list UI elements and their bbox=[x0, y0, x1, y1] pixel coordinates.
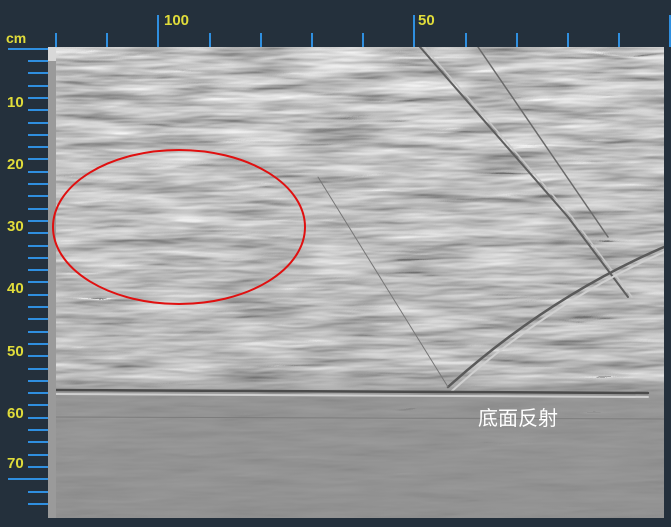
h-tick bbox=[55, 33, 57, 47]
v-tick bbox=[28, 84, 48, 87]
v-tick bbox=[28, 60, 48, 62]
v-tick bbox=[28, 342, 48, 345]
h-tick bbox=[362, 33, 365, 47]
h-axis-label-100: 100 bbox=[164, 12, 190, 29]
h-tick bbox=[259, 33, 262, 47]
highlight-ellipse bbox=[52, 149, 306, 305]
h-tick bbox=[464, 33, 467, 47]
v-tick bbox=[28, 465, 48, 468]
v-tick bbox=[28, 183, 48, 185]
v-tick bbox=[28, 96, 48, 99]
v-tick bbox=[28, 306, 48, 308]
v-tick bbox=[28, 146, 48, 149]
v-tick bbox=[28, 244, 48, 247]
v-tick bbox=[28, 502, 48, 505]
v-tick bbox=[28, 416, 48, 419]
bottom-reflection-caption: 底面反射 bbox=[478, 406, 558, 430]
unit-label: cm bbox=[6, 30, 27, 46]
reflection-lines bbox=[54, 47, 664, 420]
v-tick bbox=[28, 195, 48, 198]
v-tick bbox=[28, 330, 48, 333]
radar-scan-image[interactable] bbox=[48, 47, 664, 518]
v-tick bbox=[8, 48, 48, 50]
v-tick bbox=[28, 121, 48, 124]
h-tick bbox=[669, 15, 671, 47]
v-tick bbox=[8, 478, 48, 481]
v-axis-label: 40 bbox=[7, 280, 24, 297]
v-tick bbox=[28, 379, 48, 382]
v-tick bbox=[28, 392, 48, 395]
v-tick bbox=[28, 72, 48, 75]
left-edge-strip bbox=[48, 47, 56, 518]
v-tick bbox=[28, 490, 48, 493]
h-tick bbox=[311, 33, 313, 47]
v-axis-label: 20 bbox=[7, 156, 24, 173]
v-tick bbox=[28, 219, 48, 222]
v-tick bbox=[28, 256, 48, 259]
v-axis-label: 60 bbox=[7, 405, 24, 422]
v-tick bbox=[28, 269, 48, 272]
v-tick bbox=[28, 355, 48, 358]
v-tick bbox=[28, 232, 48, 235]
v-tick bbox=[28, 133, 48, 136]
v-tick bbox=[28, 429, 48, 431]
v-tick bbox=[28, 281, 48, 284]
v-tick bbox=[28, 367, 48, 370]
v-tick bbox=[28, 207, 48, 210]
h-tick bbox=[567, 33, 569, 47]
v-tick bbox=[28, 158, 48, 161]
h-tick bbox=[208, 33, 211, 47]
h-tick bbox=[413, 15, 416, 47]
h-axis-label-50: 50 bbox=[418, 12, 435, 29]
v-tick bbox=[28, 170, 48, 173]
v-axis-label: 30 bbox=[7, 218, 24, 235]
v-tick bbox=[28, 441, 48, 444]
v-axis-label: 50 bbox=[7, 343, 24, 360]
h-tick bbox=[157, 15, 160, 47]
v-tick bbox=[28, 318, 48, 321]
v-tick bbox=[28, 293, 48, 296]
v-axis-label: 10 bbox=[7, 94, 24, 111]
v-tick bbox=[28, 453, 48, 456]
v-tick bbox=[28, 404, 48, 407]
v-axis-label: 70 bbox=[7, 455, 24, 472]
v-tick bbox=[28, 109, 48, 112]
h-tick bbox=[618, 33, 621, 47]
h-tick bbox=[106, 33, 109, 47]
h-tick bbox=[515, 33, 518, 47]
